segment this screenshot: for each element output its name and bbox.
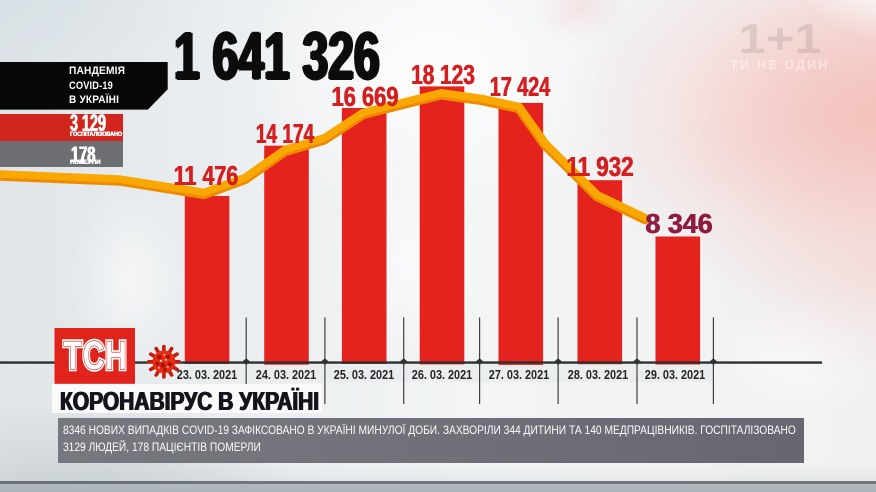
svg-text:ТСН: ТСН xyxy=(64,334,128,378)
svg-text:ТСН: ТСН xyxy=(64,334,128,378)
